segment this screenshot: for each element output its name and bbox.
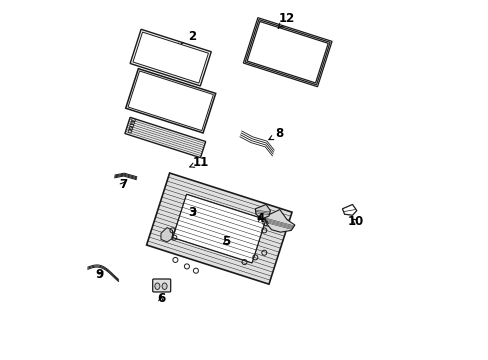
Polygon shape (146, 173, 291, 284)
Text: 2: 2 (176, 30, 196, 48)
Text: 10: 10 (346, 215, 363, 228)
Polygon shape (172, 194, 265, 263)
Text: 4: 4 (256, 212, 264, 225)
Polygon shape (246, 22, 327, 83)
Polygon shape (125, 69, 215, 133)
Ellipse shape (155, 283, 160, 289)
Polygon shape (124, 117, 205, 158)
Text: 7: 7 (119, 178, 126, 191)
Polygon shape (128, 71, 213, 131)
Text: 8: 8 (268, 127, 284, 140)
Polygon shape (161, 228, 172, 242)
Text: 9: 9 (96, 268, 103, 281)
Text: 5: 5 (222, 235, 230, 248)
Text: 6: 6 (157, 292, 165, 305)
Text: 1: 1 (172, 109, 185, 122)
Text: 3: 3 (188, 206, 196, 219)
Text: 11: 11 (189, 156, 209, 168)
Polygon shape (255, 204, 270, 219)
Polygon shape (342, 204, 356, 215)
Polygon shape (172, 194, 265, 263)
Polygon shape (133, 32, 208, 83)
Polygon shape (264, 210, 294, 232)
Polygon shape (130, 29, 211, 86)
FancyBboxPatch shape (152, 279, 170, 292)
Text: 12: 12 (278, 12, 294, 28)
Ellipse shape (162, 283, 167, 289)
